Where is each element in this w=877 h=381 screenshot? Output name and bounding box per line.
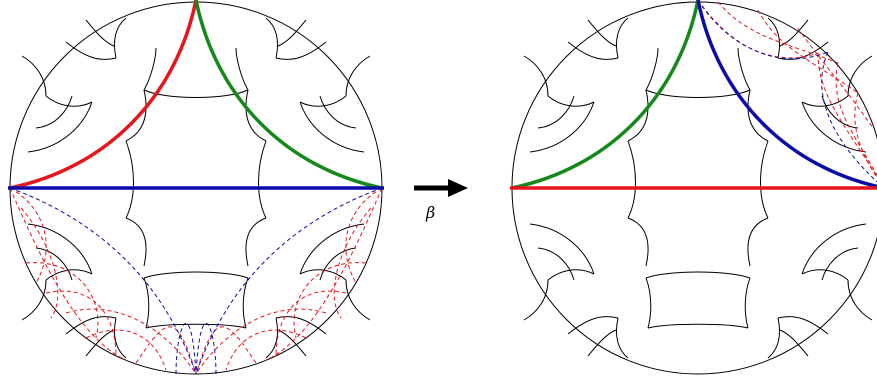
left-blue-dashed-geodesics: [9, 187, 383, 375]
left-red-geodesic: [9, 0, 198, 190]
right-red-dashed-geodesics: [697, 0, 877, 179]
arrow-head: [448, 179, 468, 197]
left-green-geodesic: [194, 0, 383, 190]
map-arrow: β: [414, 179, 468, 222]
right-blue-geodesic: [696, 0, 877, 189]
right-blue-dashed-geodesics: [697, 0, 877, 183]
map-label: β: [425, 203, 435, 222]
right-disk: [510, 0, 877, 375]
right-green-geodesic: [511, 0, 700, 190]
left-red-dashed-geodesics: [9, 187, 383, 375]
left-disk: [8, 0, 384, 375]
